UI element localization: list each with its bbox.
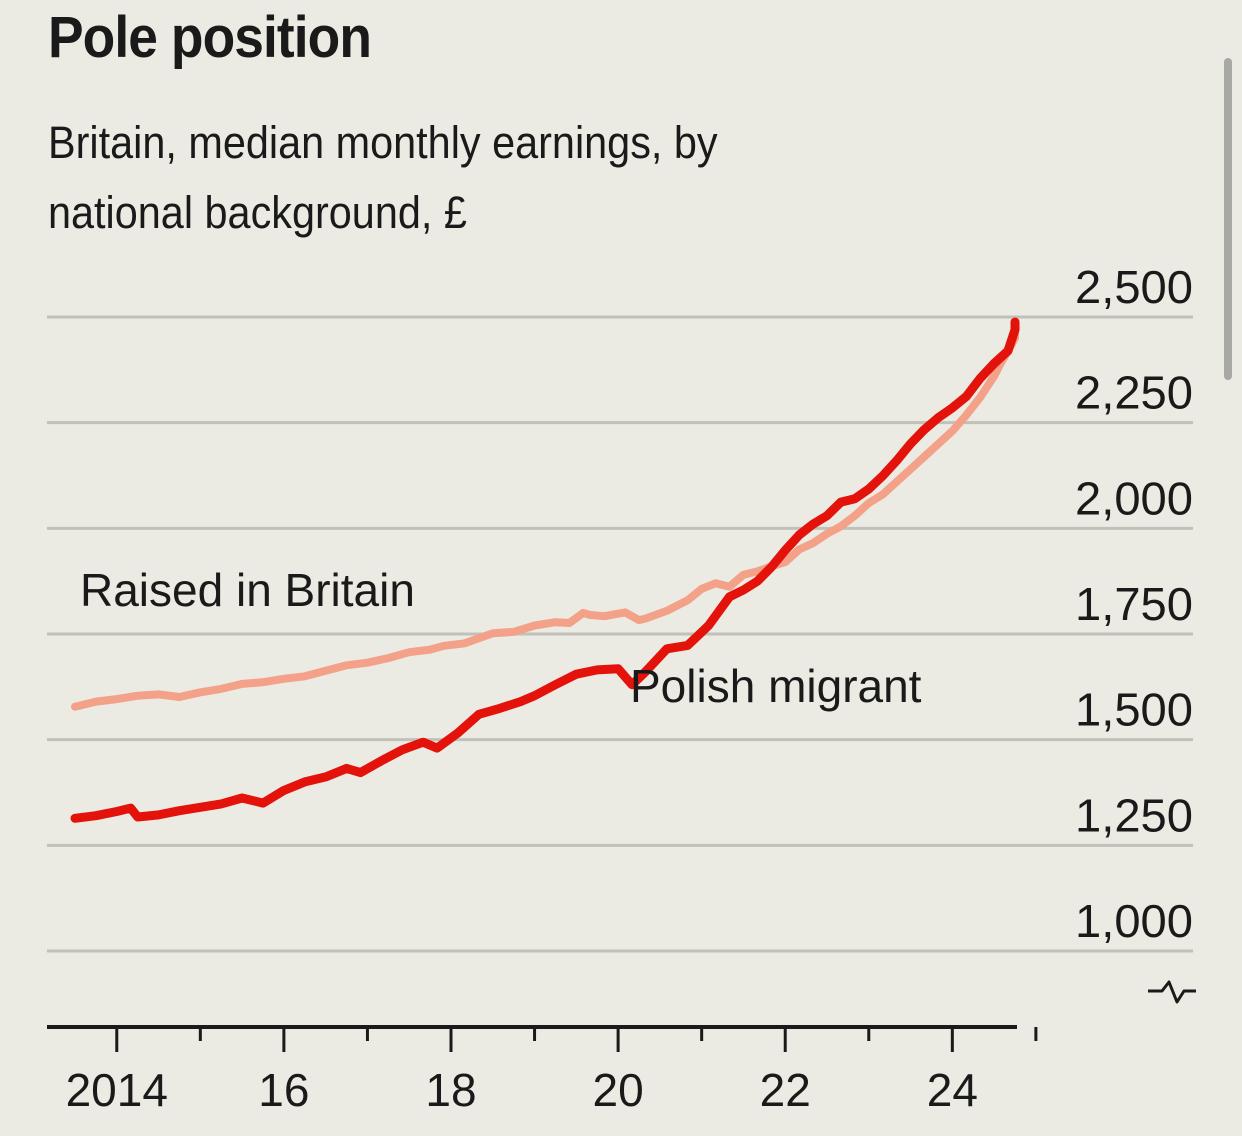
x-tick-label: 16 — [258, 1064, 309, 1116]
y-tick-label: 2,250 — [1075, 367, 1193, 419]
x-tick-label: 18 — [425, 1064, 476, 1116]
axis-break-icon — [1148, 980, 1196, 1004]
y-tick-label: 2,500 — [1075, 261, 1193, 313]
chart-title: Pole position — [48, 5, 372, 70]
x-tick-label: 20 — [593, 1064, 644, 1116]
y-tick-label: 1,500 — [1075, 684, 1193, 736]
x-tick-label: 24 — [927, 1064, 978, 1116]
chart-subtitle: Britain, median monthly earnings, by nat… — [48, 117, 718, 238]
series-line-polish-migrant — [70, 317, 1020, 823]
y-tick-label: 2,000 — [1075, 472, 1193, 524]
x-tick-label: 2014 — [66, 1064, 168, 1116]
vertical-scrollbar[interactable] — [1224, 58, 1232, 380]
series-line-raised-in-britain — [71, 317, 1019, 711]
y-tick-label: 1,750 — [1075, 578, 1193, 630]
series-label-polish-migrant: Polish migrant — [630, 660, 922, 712]
y-tick-label: 1,000 — [1075, 895, 1193, 947]
y-tick-label: 1,250 — [1075, 789, 1193, 841]
x-tick-label: 22 — [760, 1064, 811, 1116]
series-label-raised-in-britain: Raised in Britain — [80, 564, 415, 616]
